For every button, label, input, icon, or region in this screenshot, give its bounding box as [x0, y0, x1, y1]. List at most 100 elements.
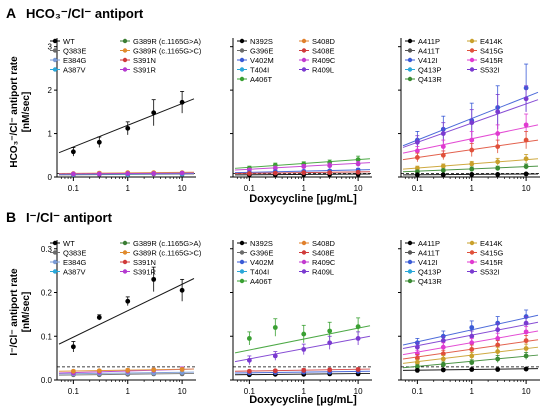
legend-item: Q413P [405, 66, 441, 75]
legend-label: S391N [133, 56, 156, 65]
data-point [179, 170, 185, 176]
y-tick-label: 0.1 [41, 332, 53, 341]
legend-label: S532I [480, 66, 500, 75]
y-tick-label: 0.3 [41, 245, 53, 254]
legend-item: S391N [120, 258, 156, 267]
data-point [70, 344, 76, 350]
legend-marker [52, 250, 58, 255]
legend-label: A406T [250, 277, 273, 286]
data-point [272, 165, 278, 171]
series-s391r [58, 170, 195, 177]
data-point [272, 353, 278, 359]
data-point [523, 320, 529, 326]
legend-marker [407, 38, 413, 44]
legend-label: Q413P [418, 268, 441, 277]
legend-label: E414K [480, 37, 503, 46]
data-point [523, 122, 529, 128]
row-b-x-axis-label: Doxycycline [μg/mL] [249, 394, 357, 406]
data-point [301, 331, 307, 337]
legend-item: G396E [237, 47, 273, 56]
legend-label: T404I [250, 66, 269, 75]
data-point [440, 367, 446, 373]
data-point [355, 169, 361, 175]
x-tick-label: 10 [522, 387, 531, 396]
data-point [495, 165, 501, 171]
legend-marker [407, 240, 413, 246]
legend-item: E414K [467, 239, 503, 248]
data-point [151, 110, 157, 116]
legend-label: N392S [250, 239, 273, 248]
legend-marker [469, 38, 475, 44]
data-point [414, 139, 420, 145]
data-point [355, 336, 361, 341]
legend-item: S408D [299, 37, 336, 46]
data-point [414, 367, 420, 373]
legend-label: V402M [250, 56, 274, 65]
x-tick-label: 0.1 [244, 387, 256, 396]
legend-marker [52, 38, 58, 44]
legend-label: Q383E [63, 249, 86, 258]
legend-item: S532I [467, 66, 500, 75]
legend-marker [239, 76, 245, 82]
x-tick-label: 1 [126, 184, 131, 193]
series-s532i [402, 85, 539, 149]
plot-b1: 0.1 1 10 0.0 0.1 0.2 0.3 [41, 240, 196, 396]
data-point [469, 367, 475, 372]
data-point [440, 131, 446, 136]
legend-item: S408E [299, 249, 335, 258]
legend-marker [52, 57, 58, 63]
series-s415g [402, 130, 539, 162]
legend-marker [469, 250, 475, 255]
data-point [440, 362, 446, 368]
legend-marker [407, 48, 413, 53]
x-tick-label: 10 [178, 184, 187, 193]
fit-line [234, 325, 371, 354]
data-point [70, 368, 76, 374]
panel-a-title: HCO₃⁻/Cl⁻ antiport [26, 6, 144, 21]
legend-marker [469, 67, 475, 72]
plot-a2: 0.1 1 10 [230, 38, 372, 193]
data-point [495, 144, 501, 149]
legend-marker [301, 67, 307, 72]
data-point [96, 315, 102, 320]
legend-marker [239, 57, 245, 63]
legend-item: S408E [299, 47, 335, 56]
legend-label: S532I [480, 268, 500, 277]
data-point [495, 342, 501, 348]
legend-item: Q383E [50, 47, 86, 56]
row-b-y-axis-label-line2: [nM/sec] [21, 292, 32, 333]
data-point [355, 161, 361, 167]
legend-label: T404I [250, 268, 269, 277]
legend-marker [301, 57, 307, 63]
data-point [327, 340, 333, 346]
data-point [125, 367, 131, 373]
legend-label: A406T [250, 75, 273, 84]
x-tick-label: 10 [354, 184, 363, 193]
x-tick-label: 10 [522, 184, 531, 193]
data-point [414, 360, 420, 365]
legend-label: V402M [250, 258, 274, 267]
legend-label: A387V [63, 268, 86, 277]
fit-line [58, 98, 195, 154]
series-s408e [234, 169, 371, 176]
data-point [125, 125, 131, 131]
legend-marker [52, 67, 58, 72]
data-point [523, 353, 529, 359]
legend-label: V412I [418, 56, 438, 65]
legend-item: T404I [237, 268, 269, 277]
legend-label: S391R [133, 268, 157, 277]
legend-item: S415R [467, 258, 504, 267]
legend-item: A406T [237, 75, 273, 84]
legend-marker [122, 57, 128, 63]
legend-item: S391N [120, 56, 156, 65]
data-point [495, 109, 501, 115]
data-point [495, 327, 501, 333]
legend-marker [469, 48, 475, 53]
legend-marker [407, 259, 413, 265]
legend-item: R409C [299, 56, 336, 65]
data-point [495, 159, 501, 165]
legend-item: E414K [467, 37, 503, 46]
